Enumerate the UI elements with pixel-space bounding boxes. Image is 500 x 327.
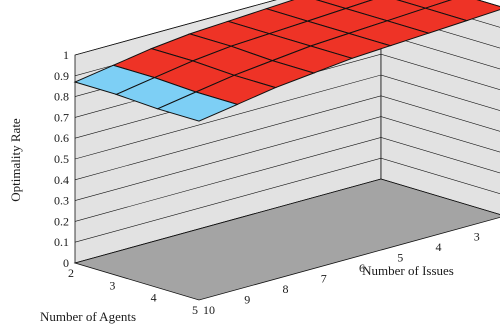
- issue-tick-label: 8: [283, 282, 289, 296]
- issue-tick-label: 5: [397, 251, 403, 265]
- y-tick-label: 0.4: [54, 173, 69, 187]
- y-tick-label: 0.8: [54, 90, 69, 104]
- y-tick-label: 0.3: [54, 194, 69, 208]
- y-tick-label: 0.7: [54, 110, 69, 124]
- y-tick-label: 0.9: [54, 69, 69, 83]
- issue-tick-label: 9: [244, 293, 250, 307]
- y-tick-label: 0.6: [54, 131, 69, 145]
- surface-cell: [156, 91, 239, 122]
- agent-tick-label: 3: [109, 278, 115, 292]
- issue-tick-label: 3: [474, 230, 480, 244]
- gridline: [74, 95, 500, 181]
- agent-tick-label: 4: [151, 291, 157, 305]
- gridline: [74, 157, 500, 243]
- agent-tick-label: 5: [192, 303, 198, 317]
- gridline: [74, 116, 500, 201]
- issue-tick-label: 7: [321, 272, 327, 286]
- y-tick-label: 0.5: [54, 152, 69, 166]
- surface: [73, 0, 500, 122]
- issue-tick-label: 10: [203, 303, 215, 317]
- issue-tick-label: 6: [359, 261, 365, 275]
- gridline: [74, 74, 500, 160]
- y-tick-label: 0: [63, 256, 69, 270]
- y-tick-label: 1: [63, 48, 69, 62]
- issue-tick-label: 4: [436, 240, 442, 254]
- gridline: [74, 0, 500, 56]
- gridline: [74, 137, 500, 222]
- agent-tick-label: 2: [68, 266, 74, 280]
- y-axis-title: Optimality Rate: [8, 118, 23, 202]
- z-axis-title: Number of Issues: [362, 263, 454, 278]
- x-axis-title: Number of Agents: [40, 309, 136, 324]
- gridline: [74, 178, 500, 264]
- y-tick-label: 0.1: [54, 235, 69, 249]
- tick-labels: 00.10.20.30.40.50.60.70.80.9123452345678…: [54, 48, 480, 317]
- y-tick-label: 0.2: [54, 214, 69, 228]
